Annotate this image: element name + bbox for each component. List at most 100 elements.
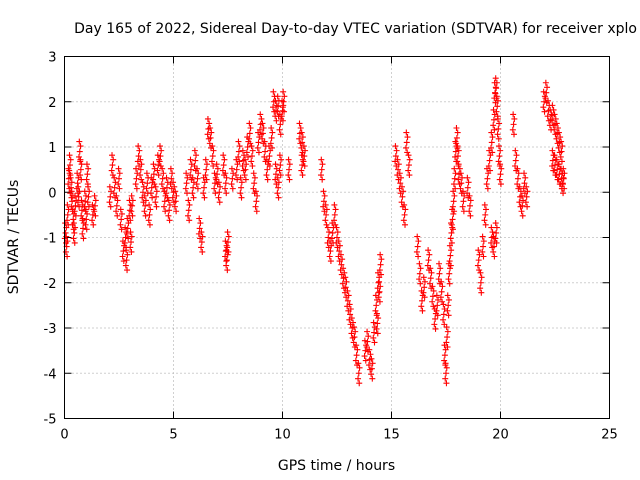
data-point [362, 347, 369, 354]
data-point [443, 380, 450, 387]
data-point [446, 280, 453, 287]
data-point [402, 144, 409, 151]
data-point [495, 143, 502, 150]
data-point [492, 90, 499, 97]
data-point [83, 216, 90, 223]
y-tick-label: -3 [44, 322, 57, 337]
data-point [251, 180, 258, 187]
data-point [198, 244, 205, 251]
data-point [83, 176, 90, 183]
data-point [165, 212, 172, 219]
data-point [432, 325, 439, 332]
y-tick-label: 3 [48, 51, 56, 66]
data-point [160, 170, 167, 177]
data-point [352, 328, 359, 335]
data-point [119, 253, 126, 260]
data-point [116, 185, 123, 192]
data-point [331, 217, 338, 224]
data-point [128, 192, 135, 199]
data-point [254, 144, 261, 151]
data-point [270, 104, 277, 111]
data-point [138, 161, 145, 168]
data-point [272, 107, 279, 114]
data-point [89, 201, 96, 208]
data-point [71, 192, 78, 199]
data-point [344, 287, 351, 294]
data-point [118, 216, 125, 223]
data-point [488, 129, 495, 136]
data-point [483, 181, 490, 188]
data-point [405, 162, 412, 169]
data-point [264, 176, 271, 183]
data-point [353, 342, 360, 349]
data-point [459, 174, 466, 181]
data-point [466, 208, 473, 215]
data-point [147, 206, 154, 213]
data-point [153, 203, 160, 210]
data-point [355, 360, 362, 367]
data-point [419, 297, 426, 304]
data-point [519, 202, 526, 209]
x-tick-label: 5 [169, 428, 177, 443]
data-point [139, 179, 146, 186]
data-point [153, 188, 160, 195]
data-point [222, 185, 229, 192]
data-point [78, 176, 85, 183]
data-point [246, 120, 253, 127]
data-point [375, 315, 382, 322]
data-point [368, 365, 375, 372]
data-point [319, 176, 326, 183]
data-point [239, 147, 246, 154]
data-point [109, 152, 116, 159]
data-point [107, 203, 114, 210]
data-point [378, 256, 385, 263]
data-point [200, 190, 207, 197]
data-point [451, 175, 458, 182]
data-point [493, 239, 500, 246]
y-tick-label: 0 [48, 186, 56, 201]
data-point [142, 202, 149, 209]
data-point [441, 357, 448, 364]
data-point [429, 298, 436, 305]
data-point [62, 229, 69, 236]
data-point [276, 126, 283, 133]
data-point [137, 172, 144, 179]
data-point [541, 108, 548, 115]
data-point [238, 194, 245, 201]
data-point [373, 302, 380, 309]
data-point [322, 201, 329, 208]
data-point [484, 175, 491, 182]
data-point [249, 147, 256, 154]
data-point [286, 161, 293, 168]
data-point [106, 199, 113, 206]
data-point [398, 183, 405, 190]
data-point [361, 353, 368, 360]
data-point [66, 162, 73, 169]
data-point [146, 221, 153, 228]
data-point [557, 153, 564, 160]
data-point [194, 165, 201, 172]
data-point [118, 210, 125, 217]
data-point [485, 163, 492, 170]
data-point [451, 208, 458, 215]
data-point [169, 194, 176, 201]
data-point [191, 147, 198, 154]
data-point [212, 190, 219, 197]
data-point [222, 170, 229, 177]
data-point [445, 276, 452, 283]
data-point [521, 180, 528, 187]
data-point [198, 239, 205, 246]
data-point [365, 362, 372, 369]
data-point [158, 181, 165, 188]
y-axis-label: SDTVAR / TECUs [6, 180, 22, 295]
data-point [124, 267, 131, 274]
data-point [83, 226, 90, 233]
x-tick-label: 15 [383, 428, 400, 443]
data-point [223, 262, 230, 269]
data-point [110, 156, 117, 163]
data-point [367, 351, 374, 358]
data-point [299, 156, 306, 163]
data-point [242, 176, 249, 183]
data-point [71, 229, 78, 236]
data-point [298, 129, 305, 136]
